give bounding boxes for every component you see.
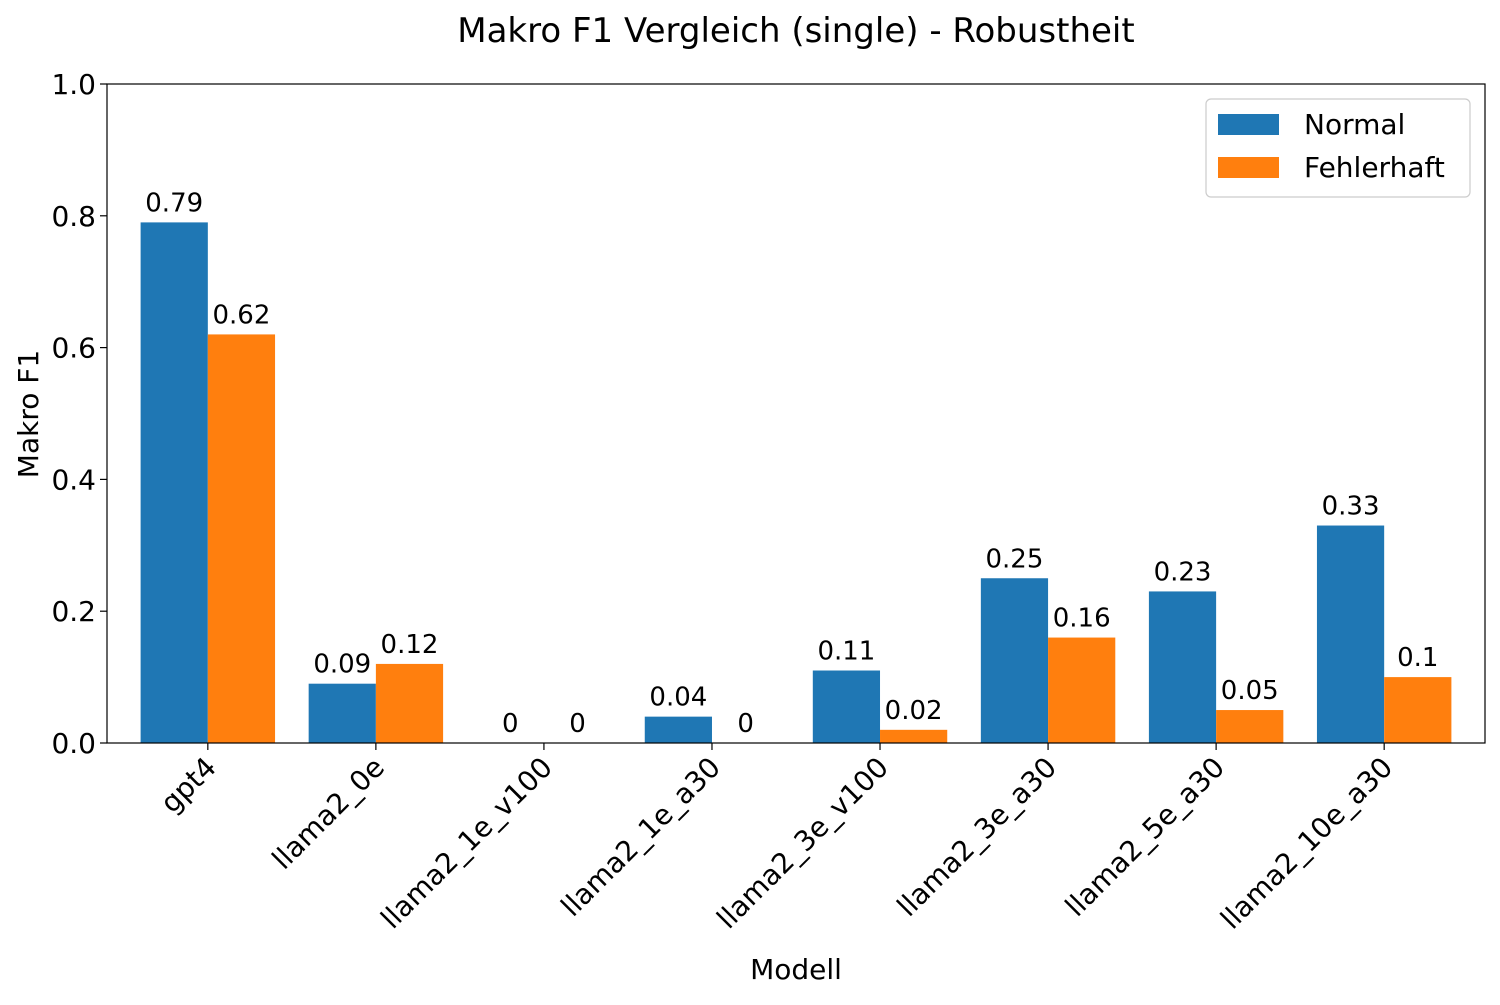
legend-label-fehlerhaft: Fehlerhaft <box>1304 151 1445 184</box>
x-axis: gpt4 llama2_0ellama2_1e_v100llama2_1e_a30… <box>154 743 1399 936</box>
data-label: 0.25 <box>986 544 1044 574</box>
bar-normal-llama2_1e_a30 <box>644 716 712 743</box>
data-label: 0.79 <box>145 188 203 218</box>
legend-swatch-fehlerhaft <box>1218 157 1279 178</box>
x-tick-label-llama2_1e_a30: llama2_1e_a30 <box>555 751 727 923</box>
data-label: 0.23 <box>1154 557 1212 587</box>
y-axis: 0.0 0.2 0.4 0.6 0.8 1.0 <box>51 68 107 760</box>
bar-fehlerhaft-gpt4 <box>207 334 276 743</box>
bar-fehlerhaft-llama2_3e_a30 <box>1048 637 1116 743</box>
x-tick-label-llama2_0e: llama2_0e <box>266 751 391 876</box>
bar-normal-llama2_10e_a30 <box>1316 525 1385 743</box>
legend: Normal Fehlerhaft <box>1205 98 1471 198</box>
plot-frame <box>106 83 1486 744</box>
data-labels-layer: 0.79 0.09 0 0.04 0.11 0.25 0.23 0.33 0.62 0.12 0 0 0… <box>145 188 1438 739</box>
x-tick-label-llama2_10e_a30: llama2_10e_a30 <box>1214 751 1399 936</box>
data-label: 0 <box>502 709 519 739</box>
bar-fehlerhaft-llama2_0e <box>375 663 444 743</box>
bar-fehlerhaft-llama2_5e_a30 <box>1216 710 1284 743</box>
legend-label-normal: Normal <box>1304 108 1405 141</box>
y-tick-label: 0.4 <box>51 463 96 496</box>
data-label: 0.1 <box>1397 643 1438 673</box>
bar-fehlerhaft-llama2_3e_v100 <box>880 729 948 743</box>
bar-normal-llama2_5e_a30 <box>1148 591 1217 743</box>
data-label: 0.11 <box>817 637 875 667</box>
data-label: 0.09 <box>313 650 371 680</box>
x-tick-label-llama2_3e_v100: llama2_3e_v100 <box>710 751 895 936</box>
bars-layer <box>140 222 1452 743</box>
bar-normal-gpt4 <box>140 222 208 743</box>
y-tick-label: 0.8 <box>51 200 96 233</box>
x-tick-label-llama2_3e_a30: llama2_3e_a30 <box>891 751 1063 923</box>
bar-normal-llama2_3e_a30 <box>980 578 1049 743</box>
y-tick-label: 1.0 <box>51 68 96 101</box>
bar-fehlerhaft-llama2_10e_a30 <box>1384 677 1452 743</box>
x-tick-label-gpt4: gpt4 <box>154 751 223 820</box>
x-axis-label: Modell <box>750 953 842 986</box>
x-tick-label-llama2_5e_a30: llama2_5e_a30 <box>1059 751 1231 923</box>
data-label: 0.16 <box>1053 604 1111 634</box>
bar-normal-llama2_0e <box>308 683 376 743</box>
data-label: 0.33 <box>1322 492 1380 522</box>
data-label: 0.62 <box>212 300 270 330</box>
y-tick-label: 0.6 <box>51 332 96 365</box>
data-label: 0.04 <box>649 683 707 713</box>
legend-swatch-normal <box>1218 114 1279 135</box>
chart-title: Makro F1 Vergleich (single) - Robustheit <box>457 11 1134 51</box>
data-label: 0.12 <box>381 630 439 660</box>
x-tick-label-llama2_1e_v100: llama2_1e_v100 <box>374 751 559 936</box>
data-label: 0.05 <box>1221 676 1279 706</box>
y-tick-label: 0.2 <box>51 595 96 628</box>
data-label: 0.02 <box>885 696 943 726</box>
y-axis-label: Makro F1 <box>12 350 45 478</box>
y-tick-label: 0.0 <box>51 727 96 760</box>
data-label: 0 <box>737 709 754 739</box>
bar-normal-llama2_3e_v100 <box>812 670 881 743</box>
data-label: 0 <box>569 709 586 739</box>
